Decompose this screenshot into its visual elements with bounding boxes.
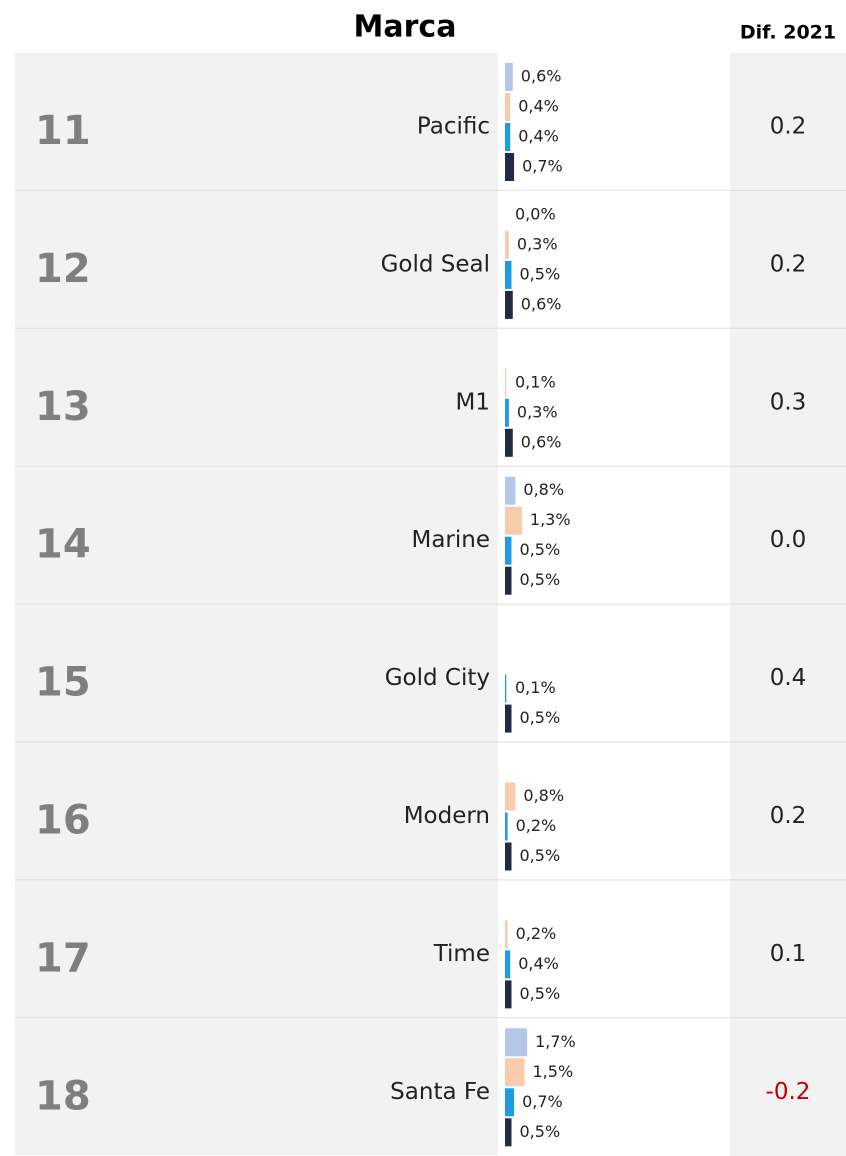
bar-label: 0,5% [520,984,561,1003]
brand: Gold Seal [381,251,490,277]
bar-label: 0,1% [515,372,556,391]
rank: 11 [35,108,91,154]
bar-label: 0,5% [520,846,561,865]
bar-label: 0,2% [516,816,557,835]
bar [505,812,508,841]
diff: -0.2 [766,1079,811,1105]
row-bg [15,53,498,190]
brand: Gold City [385,665,490,691]
rank: 13 [35,384,91,430]
row-bg [15,742,498,880]
bar [505,398,509,427]
bar [505,566,512,595]
bar-label: 0,3% [517,234,558,253]
bar [505,1118,512,1147]
bar [505,842,512,871]
bar [505,368,507,397]
bar-label: 0,6% [521,67,562,86]
bar-label: 0,5% [520,264,561,283]
bar [505,230,509,259]
rank: 12 [35,246,91,292]
bar-label: 0,6% [521,294,562,313]
bar-label: 0,0% [515,204,556,223]
bar [505,674,507,703]
row-bg [15,466,498,604]
row-bg [15,880,498,1018]
diff: 0.3 [770,389,807,415]
diff: 0.1 [770,941,807,967]
bar [505,428,513,457]
brand: Time [433,941,490,967]
bar [505,704,512,733]
bar [505,950,511,979]
bar [505,93,511,121]
bar-label: 0,5% [520,540,561,559]
bar-label: 1,7% [535,1032,576,1051]
bar [505,1028,528,1057]
brand: Pacific [417,114,490,140]
brand: Marine [411,527,490,553]
bar-label: 0,3% [517,402,558,421]
diff: 0.2 [770,803,807,829]
bar [505,1058,525,1087]
bar-label: 0,8% [523,480,564,499]
row-bg [15,328,498,466]
diff: 0.2 [770,251,807,277]
bar [505,476,516,505]
diff-header: Dif. 2021 [740,22,836,44]
brand-header: Marca [354,10,457,45]
bar [505,920,508,949]
bar-label: 0,2% [516,924,557,943]
rank: 17 [35,935,91,981]
brand: M1 [456,389,490,415]
bar [505,980,512,1009]
bar [505,1088,515,1117]
bar-label: 0,7% [522,157,563,176]
rank: 18 [35,1073,91,1119]
bar [505,506,522,535]
rank: 14 [35,522,91,568]
brand: Santa Fe [390,1079,490,1105]
bar-label: 0,4% [518,97,559,116]
bar [505,153,515,181]
row-bg [15,604,498,742]
bar-label: 0,8% [523,786,564,805]
brand: Modern [404,803,490,829]
row-bg [15,1018,498,1156]
diff: 0.4 [770,665,807,691]
bar-label: 0,5% [520,708,561,727]
rank: 16 [35,798,91,844]
bar-label: 1,5% [533,1062,574,1081]
bar [505,782,516,811]
bar-label: 0,5% [520,570,561,589]
bar-label: 0,5% [520,1122,561,1141]
bar-label: 0,7% [522,1092,563,1111]
diff: 0.0 [770,527,807,553]
bar-label: 0,6% [521,432,562,451]
bar-label: 0,1% [515,678,556,697]
row-bg [15,190,498,328]
rank: 15 [35,660,91,706]
bar [505,260,512,289]
bar-label: 0,4% [518,954,559,973]
bar [505,290,513,319]
bar [505,123,511,151]
bar [505,63,513,91]
diff: 0.2 [770,114,807,140]
bar [505,536,512,565]
bar-label: 1,3% [530,510,571,529]
bar-label: 0,4% [518,127,559,146]
